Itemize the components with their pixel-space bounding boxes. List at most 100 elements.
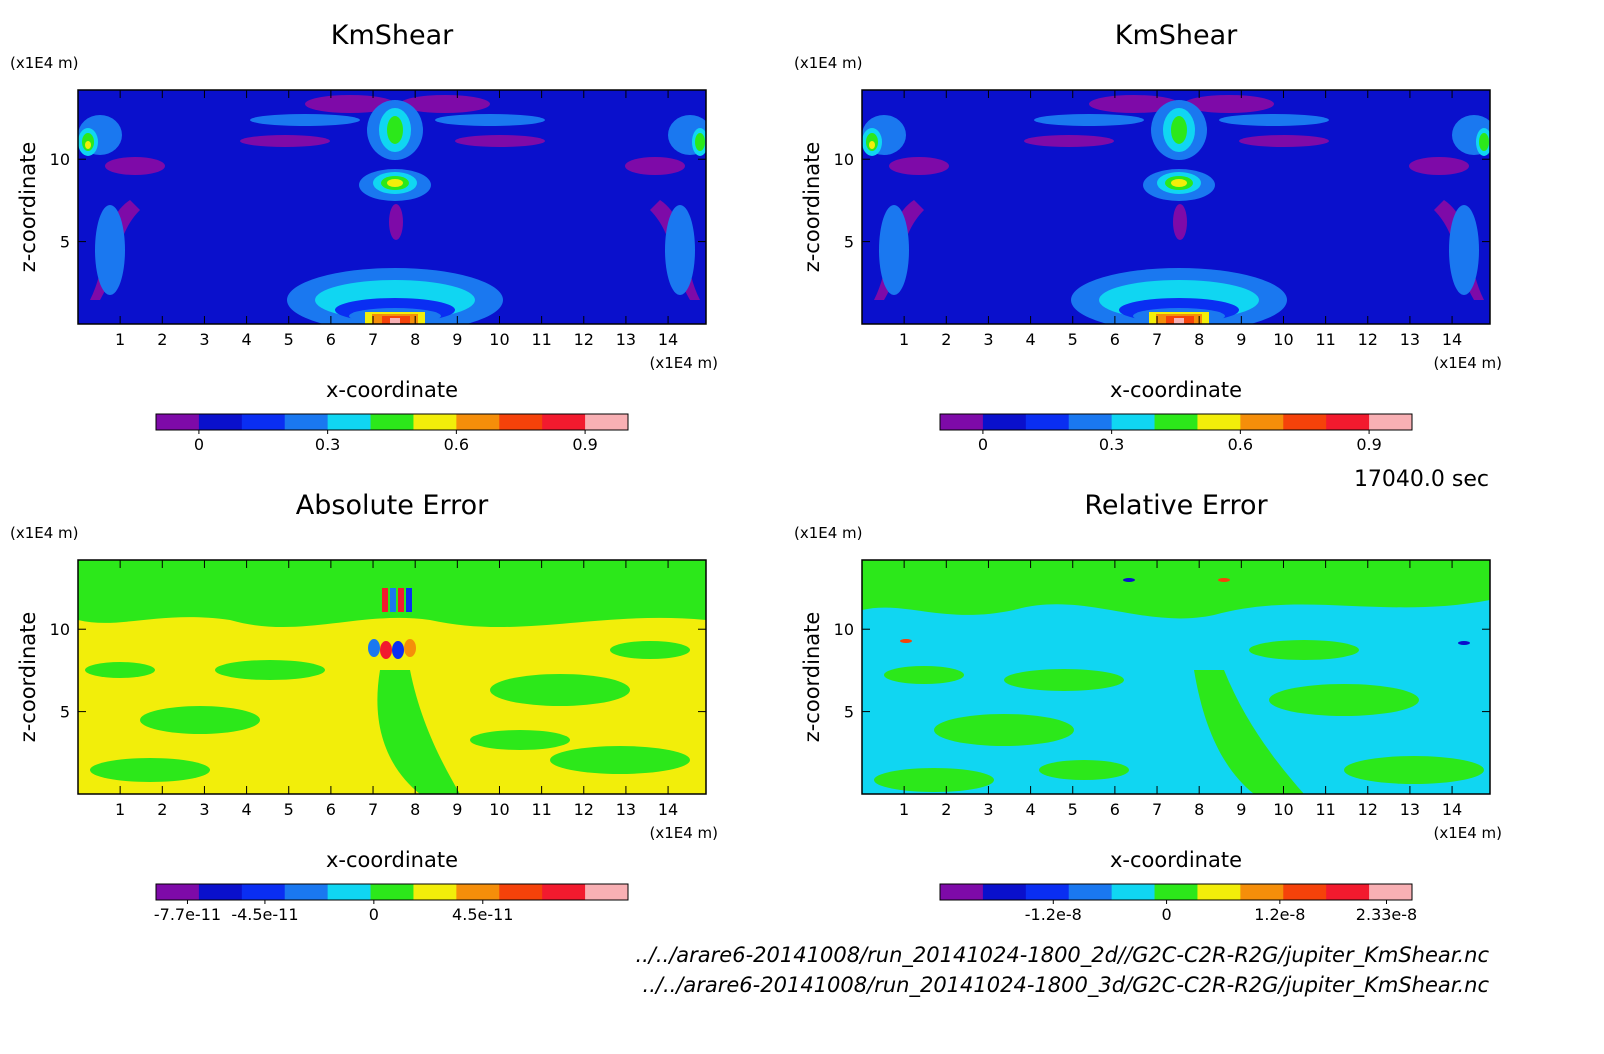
colorbar-frame: [939, 413, 1413, 431]
x-tick-label: 6: [326, 800, 336, 819]
contour-levels: [862, 560, 1490, 794]
x-tick-label: 4: [241, 800, 251, 819]
contour-region: [389, 204, 403, 240]
colorbar-segment: [1240, 884, 1284, 900]
contour-region: [305, 95, 395, 113]
contour-region: [1458, 641, 1470, 645]
contour-region: [1004, 669, 1124, 691]
contour-region: [398, 588, 404, 612]
colorbar-tick-label: 0: [1161, 905, 1171, 924]
contour-region: [1171, 116, 1187, 144]
y-tick-label: 10: [834, 620, 854, 639]
x-tick-label: 12: [574, 330, 594, 349]
x-tick-label: 14: [658, 800, 678, 819]
colorbar-segment: [413, 414, 457, 430]
x-tick-label: 2: [941, 800, 951, 819]
contour-region: [382, 588, 388, 612]
contour-region: [874, 768, 994, 792]
colorbar-segment: [940, 414, 984, 430]
contour-region: [1449, 205, 1479, 295]
contour-levels: [78, 95, 706, 324]
chart-title: KmShear: [331, 20, 454, 51]
contour-region: [215, 660, 325, 680]
contour-region: [380, 641, 392, 659]
x-tick-label: 1: [899, 330, 909, 349]
x-tick-label: 1: [115, 800, 125, 819]
x-tick-label: 11: [1315, 330, 1335, 349]
contour-region: [900, 639, 912, 643]
contour-region: [625, 157, 685, 175]
x-tick-label: 14: [658, 330, 678, 349]
contour-region: [435, 114, 545, 126]
x-tick-label: 9: [452, 800, 462, 819]
x-tick-label: 14: [1442, 800, 1462, 819]
x-tick-label: 8: [410, 330, 420, 349]
colorbar-segment: [198, 884, 243, 900]
colorbar-segment: [1326, 414, 1370, 430]
contour-region: [390, 318, 400, 324]
x-tick-label: 7: [1152, 800, 1162, 819]
colorbar-segment: [413, 884, 457, 900]
x-tick-label: 6: [326, 330, 336, 349]
colorbar-segment: [156, 414, 200, 430]
plot-frame: [861, 559, 1491, 795]
x-tick-label: 13: [616, 330, 636, 349]
y-axis-unit: (x1E4 m): [10, 54, 79, 72]
x-tick-label: 2: [157, 330, 167, 349]
contour-region: [1024, 135, 1114, 147]
colorbar-segment: [499, 414, 543, 430]
y-axis-unit: (x1E4 m): [794, 54, 863, 72]
y-axis-unit: (x1E4 m): [10, 524, 79, 542]
x-tick-label: 10: [489, 800, 509, 819]
contour-region: [85, 141, 91, 149]
colorbar-segment: [542, 884, 586, 900]
x-axis-unit: (x1E4 m): [1433, 824, 1502, 842]
contour-region: [879, 205, 909, 295]
contour-region: [1269, 684, 1419, 716]
colorbar-segment: [1240, 414, 1284, 430]
colorbar-tick-label: -4.5e-11: [231, 905, 298, 924]
panel-2: KmShear(x1E4 m)1 2 3 4 5 6 7 8 9 10 11 12 13 14510(x1…: [794, 20, 1502, 454]
colorbar-tick-label: -7.7e-11: [154, 905, 221, 924]
colorbar-segment: [1369, 414, 1413, 430]
contour-region: [665, 205, 695, 295]
contour-region: [240, 135, 330, 147]
contour-region: [85, 662, 155, 678]
contour-region: [1171, 179, 1187, 187]
colorbar-segment: [370, 414, 414, 430]
colorbar-segment: [585, 414, 629, 430]
colorbar-frame: [155, 883, 629, 901]
file-path: ../../arare6-20141008/run_20141024-1800_…: [635, 943, 1489, 968]
colorbar-tick-label: 1.2e-8: [1254, 905, 1305, 924]
colorbar-segment: [1197, 884, 1241, 900]
x-tick-label: 13: [616, 800, 636, 819]
colorbar-tick-label: 0.6: [1228, 435, 1253, 454]
y-tick-label: 5: [844, 233, 854, 252]
y-tick-label: 10: [834, 150, 854, 169]
x-tick-label: 13: [1400, 800, 1420, 819]
x-axis-unit: (x1E4 m): [649, 354, 718, 372]
x-tick-label: 10: [489, 330, 509, 349]
colorbar-segment: [1111, 884, 1156, 900]
colorbar-segment: [1197, 414, 1241, 430]
contour-region: [1123, 578, 1135, 582]
contour-region: [140, 706, 260, 734]
colorbar-segment: [456, 414, 500, 430]
contour-region: [1174, 318, 1184, 324]
x-tick-label: 4: [1025, 800, 1035, 819]
y-tick-label: 10: [50, 620, 70, 639]
contour-region: [400, 95, 490, 113]
colorbar-tick-label: 0.3: [315, 435, 340, 454]
plot-frame: [77, 559, 707, 795]
colorbar-segment: [585, 884, 629, 900]
colorbar-segment: [1154, 884, 1198, 900]
x-tick-label: 10: [1273, 330, 1293, 349]
colorbar-segment: [1025, 884, 1070, 900]
x-tick-label: 5: [284, 800, 294, 819]
y-axis-label: z-coordinate: [800, 612, 824, 743]
chart-title: Relative Error: [1084, 490, 1268, 521]
x-tick-label: 7: [1152, 330, 1162, 349]
x-tick-label: 7: [368, 800, 378, 819]
contour-region: [862, 560, 1490, 619]
